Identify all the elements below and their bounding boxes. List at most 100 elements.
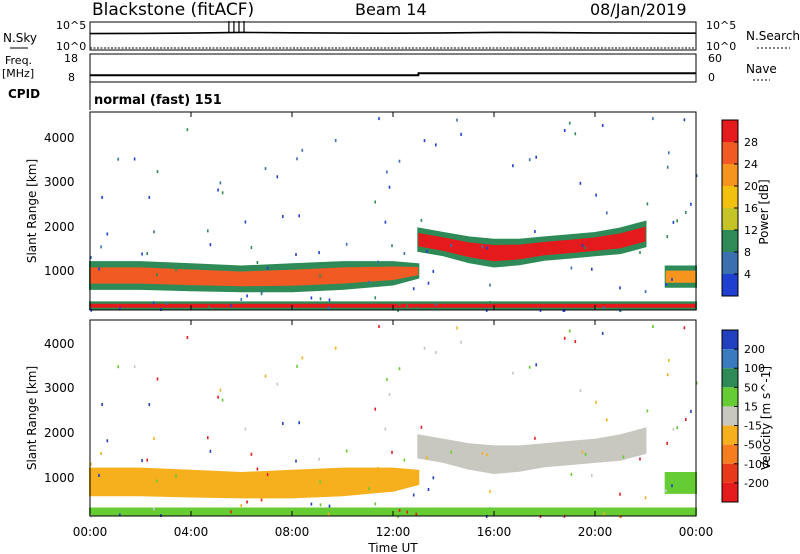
scatter-speckle [310, 502, 313, 506]
scatter-speckle [427, 281, 430, 285]
scatter-band-core [90, 473, 419, 493]
scatter-speckle [217, 395, 219, 399]
scatter-speckle [250, 452, 253, 456]
scatter-speckle [391, 244, 393, 248]
scatter-speckle [156, 479, 158, 483]
scatter-speckle [512, 164, 514, 168]
velocity-ylabel: Slant Range [km] [25, 366, 39, 470]
scatter-speckle [328, 504, 331, 508]
scatter-speckle [384, 220, 387, 224]
velocity-colorbar: 200 100 50 15 -15 -50 -100 -200 [721, 329, 769, 503]
scatter-speckle [606, 418, 608, 422]
colorbar-tick-label: 28 [744, 136, 758, 149]
colorbar-swatch [722, 164, 738, 186]
scatter-speckle [579, 181, 582, 185]
scatter-speckle [256, 467, 259, 471]
scatter-speckle [152, 301, 155, 305]
scatter-speckle [695, 381, 698, 385]
scatter-speckle [426, 456, 428, 460]
scatter-speckle [146, 252, 148, 255]
power-colorbar-label: Power [dB] [757, 179, 771, 244]
scatter-speckle [153, 230, 155, 234]
scatter-speckle [690, 409, 692, 413]
scatter-speckle [101, 195, 103, 199]
scatter-speckle [581, 450, 584, 454]
scatter-speckle [377, 260, 379, 264]
scatter-speckle [384, 427, 387, 431]
x-tick-label: 00:00 [679, 525, 714, 539]
scatter-speckle [246, 500, 248, 504]
colorbar-tick-label: -15 [744, 420, 762, 433]
scatter-speckle [398, 367, 401, 371]
colorbar-tick-label: -100 [744, 458, 769, 471]
scatter-speckle [683, 118, 686, 122]
scatter-speckle [261, 496, 263, 500]
scatter-speckle [386, 170, 388, 174]
freq-right-label: Nave [746, 62, 777, 76]
scatter-speckle [244, 220, 247, 224]
scatter-speckle [246, 294, 248, 298]
scatter-speckle [432, 269, 435, 273]
scatter-speckle [406, 510, 408, 514]
colorbar-swatch [722, 330, 738, 350]
scatter-speckle [175, 474, 177, 478]
scatter-speckle [186, 128, 189, 132]
scatter-speckle [666, 441, 668, 445]
scatter-speckle [450, 450, 453, 454]
velocity-ytick-4000: 4000 [44, 337, 75, 351]
scatter-speckle [295, 253, 297, 256]
scatter-speckle [652, 325, 654, 328]
scatter-speckle [328, 298, 331, 302]
scatter-speckle [301, 148, 304, 152]
scatter-speckle [374, 502, 377, 506]
scatter-speckle [562, 515, 565, 519]
scatter-speckle [595, 193, 597, 197]
power-ylabel: Slant Range [km] [25, 159, 39, 263]
colorbar-swatch [722, 230, 738, 252]
scatter-speckle [146, 458, 148, 462]
scatter-speckle [398, 159, 401, 163]
scatter-speckle [423, 139, 426, 143]
scatter-speckle [665, 489, 667, 493]
scatter-speckle [606, 211, 608, 215]
freq-right-tick-bottom: 0 [708, 71, 715, 84]
colorbar-swatch [722, 142, 738, 164]
colorbar-swatch [722, 482, 738, 502]
scatter-speckle [397, 309, 399, 313]
scatter-speckle [486, 246, 488, 250]
scatter-speckle [666, 373, 669, 377]
scatter-speckle [622, 455, 625, 459]
colorbar-tick-label: 16 [744, 202, 758, 215]
scatter-speckle [319, 274, 321, 278]
freq-left-label-1: Freq. [5, 54, 32, 67]
scatter-band-core [665, 477, 696, 489]
scatter-speckle [534, 436, 536, 440]
scatter-speckle [481, 451, 484, 455]
scatter-speckle [298, 421, 300, 425]
scatter-speckle [260, 292, 263, 296]
noise-left-tick-bottom: 10^0 [56, 40, 86, 53]
scatter-speckle [301, 356, 304, 360]
scatter-speckle [256, 261, 259, 264]
scatter-speckle [266, 473, 269, 477]
scatter-speckle [250, 246, 253, 250]
scatter-speckle [217, 188, 219, 192]
scatter-speckle [676, 426, 678, 430]
scatter-speckle [310, 296, 313, 300]
scatter-speckle [334, 346, 337, 350]
colorbar-swatch [722, 252, 738, 274]
scatter-speckle [644, 290, 647, 294]
velocity-colorbar-label: Velocity [m s^-1] [759, 366, 773, 470]
scatter-speckle [165, 507, 168, 511]
noise-panel-frame [89, 21, 697, 51]
scatter-speckle [264, 374, 267, 378]
scatter-speckle [156, 170, 159, 174]
scatter-speckle [319, 297, 322, 301]
colorbar-tick-label: -200 [744, 477, 769, 490]
scatter-speckle [456, 118, 458, 122]
scatter-speckle [240, 504, 243, 508]
colorbar-tick-label: 24 [744, 158, 758, 171]
power-ytick-1000: 1000 [44, 264, 75, 278]
scatter-speckle [377, 467, 379, 470]
scatter-band-core [418, 433, 646, 468]
